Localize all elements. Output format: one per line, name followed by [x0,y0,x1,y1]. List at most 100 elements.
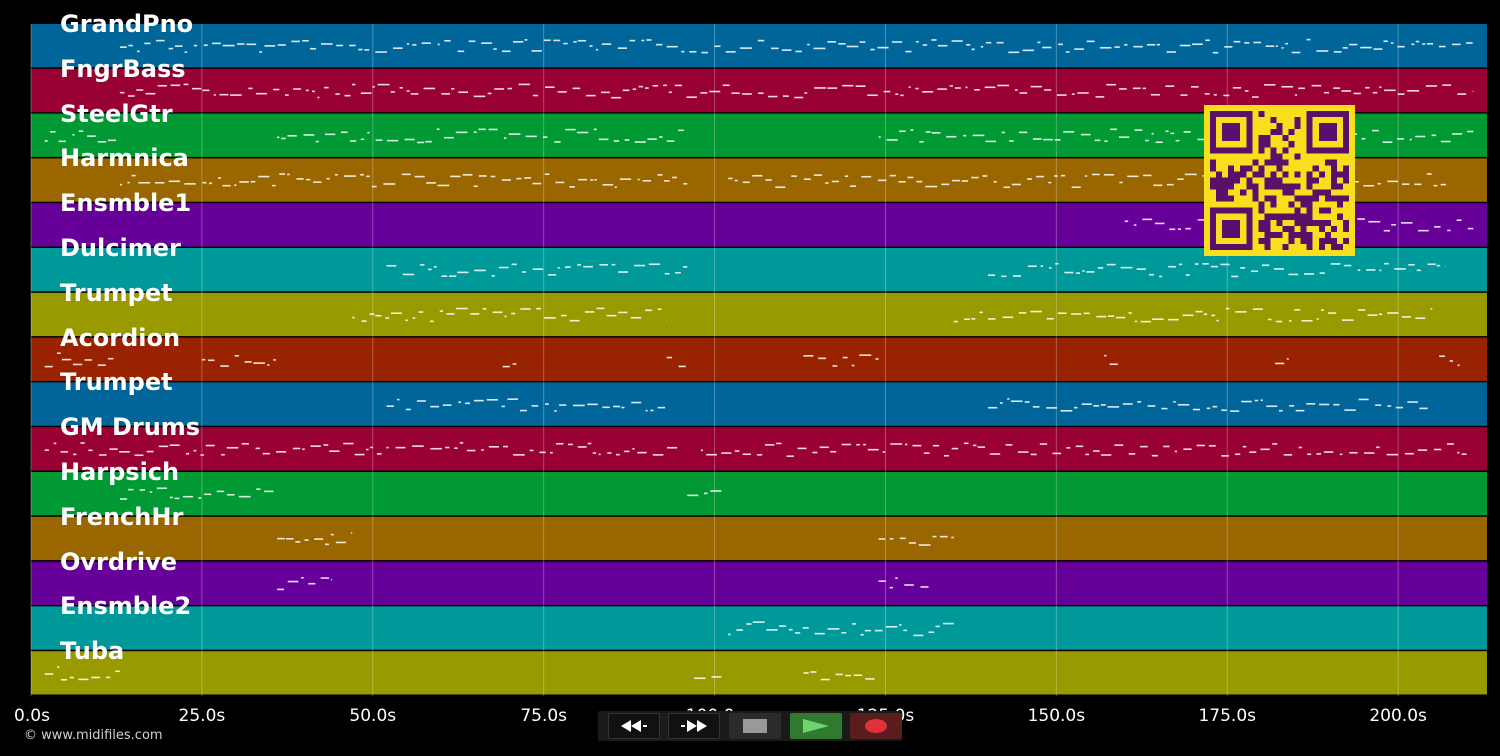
note-mark [446,313,455,315]
note-mark [1457,93,1467,95]
qr-module [1270,129,1277,136]
note-mark [961,180,969,182]
note-mark [907,176,914,179]
note-mark [1333,87,1341,89]
note-mark [1446,443,1454,445]
record-button[interactable] [850,713,902,739]
note-mark [1240,267,1246,269]
note-mark [513,454,525,456]
note-mark [1368,220,1381,223]
note-mark [842,356,848,359]
note-mark [1136,268,1146,270]
qr-module [1264,225,1271,232]
note-mark [1011,183,1021,186]
note-mark [205,444,215,447]
note-mark [1436,264,1441,267]
note-mark [383,183,396,185]
qr-module [1222,195,1229,202]
note-mark [554,141,561,143]
note-mark [1137,401,1142,403]
note-mark [946,135,957,138]
note-mark [1275,320,1283,323]
note-mark [951,179,960,182]
note-mark [1451,43,1461,46]
note-mark [645,409,648,412]
note-mark [641,39,645,42]
note-mark [204,493,212,496]
note-mark [925,185,938,188]
note-mark [301,577,304,579]
note-mark [1323,451,1334,453]
note-mark [1147,405,1156,407]
qr-module [1246,165,1253,172]
note-mark [611,96,622,99]
note-mark [329,450,340,452]
note-mark [264,45,276,47]
note-mark [1128,312,1132,314]
note-mark [1275,362,1285,365]
note-mark [1014,89,1018,91]
play-button[interactable] [790,713,842,739]
note-mark [1095,96,1105,98]
qr-module [1336,183,1343,190]
note-mark [501,179,511,181]
note-mark [912,444,922,447]
note-mark [1357,218,1365,220]
note-mark [1384,262,1389,265]
qr-module [1216,171,1223,178]
note-mark [441,275,448,277]
note-mark [1140,445,1148,448]
track-label: Ensmble2 [60,592,192,621]
fast-forward-button[interactable] [668,713,720,739]
note-mark [1202,263,1209,265]
note-mark [222,184,231,187]
rewind-button[interactable] [608,713,660,739]
note-mark [295,541,301,543]
note-mark [200,454,204,456]
note-mark [50,131,56,133]
note-mark [1283,454,1293,456]
note-mark [943,454,949,457]
note-mark [310,445,321,447]
note-mark [899,624,902,626]
qr-module [1282,189,1289,196]
note-mark [614,186,617,189]
track-label: FrenchHr [60,502,184,531]
note-mark [825,182,829,184]
note-mark [592,452,597,454]
note-mark [308,582,316,585]
note-mark [1353,92,1361,95]
note-mark [1416,269,1421,272]
note-mark [1349,43,1358,46]
note-mark [146,450,154,453]
qr-module [1342,177,1349,184]
note-mark [119,451,130,453]
note-mark [44,365,53,368]
note-mark [1169,228,1176,231]
note-mark [281,137,286,140]
note-mark [895,577,898,579]
qr-code[interactable] [1204,105,1355,256]
qr-module [1276,177,1283,184]
note-mark [168,47,173,50]
note-mark [154,181,165,184]
note-mark [594,178,597,181]
note-mark [1040,265,1043,267]
note-mark [360,92,372,94]
note-mark [875,358,879,360]
note-mark [703,492,708,495]
stop-button[interactable] [729,713,781,739]
note-mark [788,628,793,631]
note-mark [1401,183,1410,185]
note-mark [656,43,663,46]
note-mark [1449,360,1454,362]
note-mark [1391,223,1396,226]
track-lane [31,516,1487,561]
note-mark [1216,319,1219,322]
note-mark [663,180,670,182]
note-mark [657,174,663,176]
note-mark [572,87,581,90]
note-mark [320,577,330,579]
note-mark [810,671,817,673]
note-mark [878,179,887,182]
